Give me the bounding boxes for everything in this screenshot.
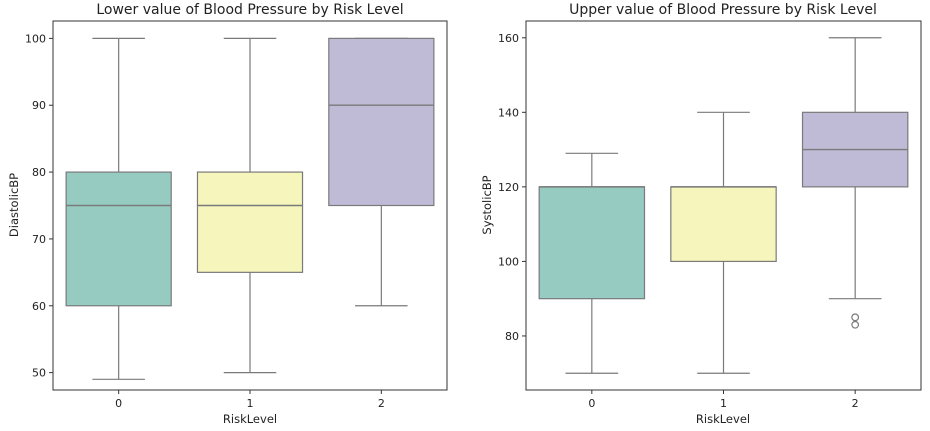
- y-tick-label: 80: [505, 330, 519, 343]
- y-axis-label: DiastolicBP: [7, 173, 21, 237]
- box-iqr: [328, 37, 435, 207]
- outlier-point: [851, 320, 860, 329]
- plot-frame: [525, 20, 922, 391]
- x-axis-label: RiskLevel: [223, 412, 277, 426]
- chart-systolic: Upper value of Blood Pressure by Risk Le…: [480, 2, 922, 426]
- chart-diastolic: Lower value of Blood Pressure by Risk Le…: [7, 2, 448, 426]
- x-tick-label: 0: [115, 397, 122, 410]
- x-axis-label: RiskLevel: [696, 412, 750, 426]
- y-tick-label: 90: [32, 99, 46, 112]
- y-tick-label: 160: [498, 32, 519, 45]
- y-tick-label: 100: [25, 32, 46, 45]
- x-tick-label: 1: [720, 397, 727, 410]
- box-iqr: [670, 186, 777, 263]
- box-iqr: [196, 171, 304, 273]
- y-tick-label: 50: [32, 367, 46, 380]
- box-iqr: [538, 186, 646, 300]
- outlier-point: [851, 313, 860, 322]
- x-tick-label: 2: [378, 397, 385, 410]
- y-tick-label: 80: [32, 166, 46, 179]
- y-tick-label: 70: [32, 233, 46, 246]
- chart-title: Lower value of Blood Pressure by Risk Le…: [96, 2, 403, 18]
- x-tick-label: 2: [852, 397, 859, 410]
- x-tick-label: 1: [247, 397, 254, 410]
- y-axis-label: SystolicBP: [480, 175, 494, 234]
- y-tick-label: 60: [32, 300, 46, 313]
- chart-title: Upper value of Blood Pressure by Risk Le…: [569, 2, 877, 18]
- y-tick-label: 100: [498, 255, 519, 268]
- y-tick-label: 120: [498, 181, 519, 194]
- x-tick-label: 0: [588, 397, 595, 410]
- plot-frame: [52, 20, 448, 391]
- y-tick-label: 140: [498, 106, 519, 119]
- box-iqr: [65, 171, 172, 307]
